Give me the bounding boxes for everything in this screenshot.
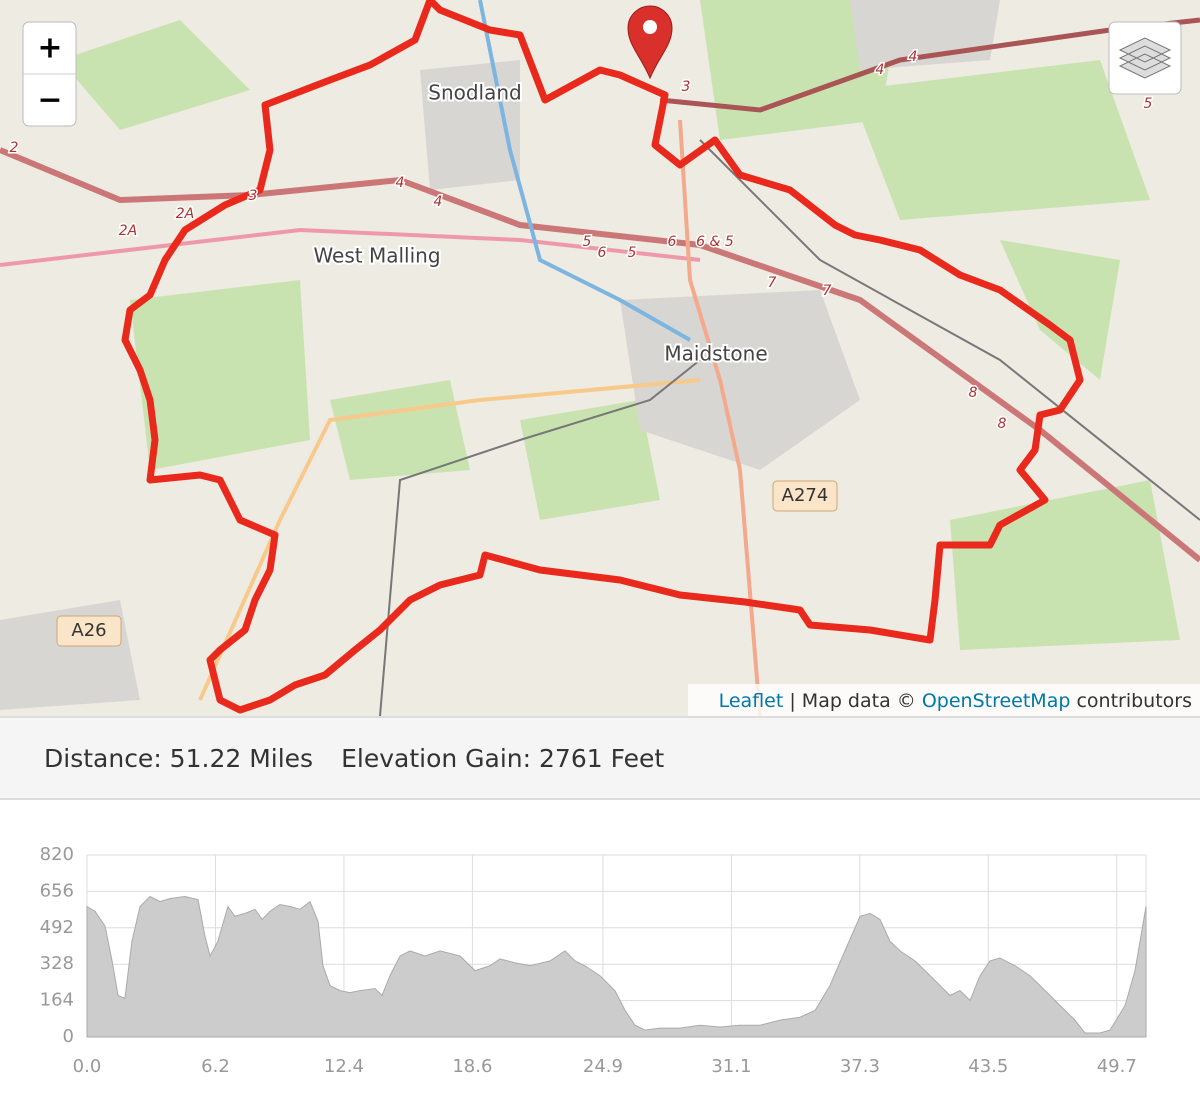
start-marker[interactable]	[627, 5, 673, 80]
road-label: A26	[71, 620, 106, 641]
junction-label: 8	[969, 385, 978, 401]
y-tick-label: 0	[63, 1026, 74, 1047]
junction-label: 2A	[176, 206, 194, 222]
place-label: West Malling	[313, 244, 440, 268]
route	[121, 0, 1084, 714]
x-tick-label: 18.6	[452, 1056, 492, 1077]
junction-label: 3	[682, 79, 691, 95]
junction-label: 5	[583, 234, 592, 250]
road-label: A274	[782, 485, 829, 506]
x-tick-label: 12.4	[324, 1056, 364, 1077]
y-tick-label: 656	[40, 880, 74, 901]
x-tick-label: 6.2	[201, 1056, 230, 1077]
attribution: Leaflet | Map data © OpenStreetMap contr…	[719, 690, 1192, 712]
y-tick-label: 164	[40, 990, 74, 1011]
junction-label: 7	[823, 283, 832, 299]
zoom-in[interactable]: +	[37, 31, 62, 66]
junction-label: 2	[10, 140, 19, 156]
zoom-out[interactable]: −	[37, 83, 62, 118]
junction-label: 4	[396, 175, 405, 191]
junction-label: 4	[876, 62, 885, 78]
x-tick-label: 49.7	[1097, 1056, 1137, 1077]
layers-control[interactable]	[1108, 21, 1182, 95]
junction-label: 3	[249, 188, 258, 204]
junction-label: 6	[668, 234, 677, 250]
place-label: Snodland	[428, 81, 522, 105]
junction-label: 6 & 5	[696, 234, 734, 250]
distance: Distance: 51.22 Miles	[44, 743, 314, 773]
y-tick-label: 328	[40, 953, 74, 974]
junction-label: 2A	[119, 223, 137, 239]
attribution-bg	[688, 684, 1200, 716]
map[interactable]: Snodland West Malling Maidstone A274 A26 2 2A 2…	[0, 0, 1200, 716]
x-tick-label: 43.5	[968, 1056, 1008, 1077]
y-tick-label: 820	[40, 844, 74, 865]
zoom-control: + −	[22, 21, 77, 127]
junction-label: 6	[598, 245, 607, 261]
marker-dot	[643, 20, 657, 34]
place-label: Maidstone	[664, 342, 767, 366]
elevation-gain: Elevation Gain: 2761 Feet	[341, 743, 665, 773]
x-tick-label: 24.9	[583, 1056, 623, 1077]
layers-icon	[1118, 37, 1172, 79]
stats-bar: Distance: 51.22 Miles Elevation Gain: 27…	[0, 716, 1200, 800]
x-tick-label: 37.3	[840, 1056, 880, 1077]
y-tick-label: 492	[40, 917, 74, 938]
x-tick-label: 0.0	[73, 1056, 102, 1077]
attribution-text: contributors	[1076, 690, 1192, 712]
junction-label: 4	[909, 49, 918, 65]
elevation-chart: 0 164 328 492 656 820 0.0 6.2 12.4 18.6 24.9 31.1 37…	[40, 844, 1147, 1077]
elevation-area	[86, 895, 1147, 1038]
leaflet-link[interactable]: Leaflet	[719, 690, 784, 712]
road-shield	[772, 480, 838, 512]
junction-label: 7	[768, 275, 777, 291]
junction-label: 8	[998, 416, 1007, 432]
road-shield	[56, 615, 122, 647]
x-tick-label: 31.1	[711, 1056, 751, 1077]
junction-label: 4	[434, 194, 443, 210]
junction-label: 5	[628, 245, 637, 261]
osm-link[interactable]: OpenStreetMap	[922, 690, 1071, 712]
junction-label: 5	[1144, 96, 1153, 112]
attribution-text: | Map data ©	[789, 690, 915, 712]
